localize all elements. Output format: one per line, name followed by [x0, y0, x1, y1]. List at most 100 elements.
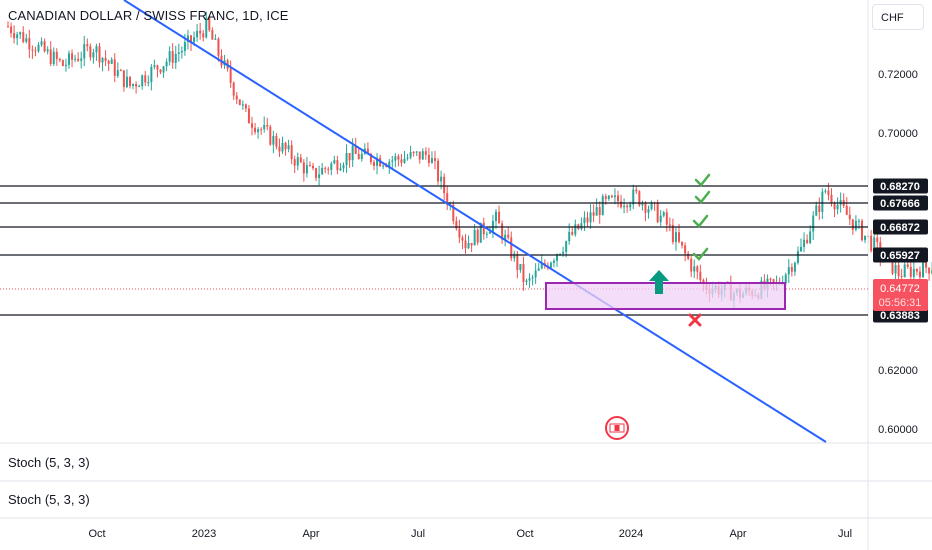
check-icon[interactable]: [694, 173, 711, 187]
candle-body: [915, 269, 918, 272]
candle-body: [251, 123, 253, 128]
candle-body: [244, 104, 247, 109]
trend-line[interactable]: [123, 0, 827, 443]
candle-body: [68, 53, 70, 65]
candle-body: [421, 151, 424, 160]
candle-body: [440, 176, 443, 182]
candlestick-series: [7, 11, 932, 310]
candle-body: [302, 162, 305, 174]
candle-body: [281, 142, 284, 152]
stoch-indicator-label-1[interactable]: Stoch (5, 3, 3): [8, 455, 90, 470]
candle-body: [211, 30, 214, 40]
candle-body: [796, 251, 799, 263]
support-zone-box[interactable]: [545, 282, 786, 310]
candle-body: [229, 68, 232, 83]
check-icon[interactable]: [692, 247, 709, 261]
candle-body: [784, 274, 787, 284]
candle-body: [537, 268, 540, 271]
level-label-bg: [873, 247, 928, 263]
candle-body: [412, 152, 415, 154]
candle-body: [467, 243, 470, 249]
candle-body: [165, 61, 168, 67]
candle-body: [232, 82, 235, 96]
candle-body: [671, 225, 674, 243]
candle-body: [604, 196, 607, 199]
candle-body: [177, 52, 180, 54]
candle-body: [278, 146, 281, 152]
candle-body: [10, 26, 13, 34]
arrow-up-icon[interactable]: [649, 270, 669, 294]
candle-body: [13, 33, 16, 39]
candle-body: [150, 67, 153, 83]
level-label-4: 0.63883: [880, 310, 920, 322]
candle-body: [238, 99, 241, 105]
candle-body: [101, 57, 104, 63]
candle-body: [556, 254, 558, 261]
candle-body: [424, 151, 427, 155]
price-tick: 0.72000: [878, 69, 918, 81]
candle-body: [891, 255, 894, 274]
candle-body: [98, 46, 101, 63]
check-icon[interactable]: [694, 190, 711, 204]
candle-body: [74, 58, 77, 60]
candle-body: [61, 60, 64, 66]
candle-body: [803, 239, 806, 247]
candle-body: [266, 124, 269, 127]
check-icon[interactable]: [692, 214, 709, 228]
candle-body: [37, 44, 40, 52]
candle-body: [909, 266, 912, 277]
candle-body: [269, 126, 272, 145]
candle-body: [690, 258, 693, 272]
time-tick: 2023: [192, 528, 216, 540]
candle-body: [235, 95, 238, 100]
candle-body: [644, 203, 647, 213]
candle-body: [824, 190, 827, 192]
bar-countdown: 05:56:31: [879, 297, 922, 309]
candle-body: [49, 49, 52, 64]
candle-body: [531, 277, 534, 279]
candle-body: [369, 153, 372, 163]
candle-body: [434, 158, 436, 161]
candle-body: [821, 191, 824, 212]
candle-body: [22, 32, 25, 42]
candle-body: [284, 142, 287, 150]
candle-body: [873, 237, 876, 251]
candle-body: [202, 33, 205, 38]
candle-body: [357, 153, 360, 160]
candle-body: [516, 253, 519, 271]
candle-body: [568, 231, 571, 242]
stoch-indicator-label-2[interactable]: Stoch (5, 3, 3): [8, 492, 90, 507]
candle-body: [40, 41, 43, 45]
candle-body: [43, 41, 46, 52]
currency-selector[interactable]: CHF: [872, 4, 924, 30]
candle-body: [470, 243, 473, 246]
candle-body: [290, 145, 293, 160]
candle-body: [854, 220, 857, 230]
candle-body: [861, 220, 863, 241]
candle-body: [257, 129, 260, 133]
candle-body: [668, 224, 671, 226]
candle-body: [147, 82, 150, 84]
candle-body: [141, 75, 144, 87]
candle-body: [336, 160, 339, 171]
candle-body: [272, 135, 275, 145]
candle-body: [787, 267, 790, 275]
candle-body: [305, 165, 308, 174]
candle-body: [687, 253, 690, 259]
candle-body: [330, 163, 333, 170]
candle-body: [190, 35, 192, 43]
candle-body: [391, 160, 394, 162]
time-tick: Apr: [302, 528, 319, 540]
candle-body: [339, 168, 342, 171]
candle-body: [153, 65, 156, 68]
candle-body: [299, 157, 302, 163]
candle-body: [89, 46, 92, 58]
level-label-bg: [873, 195, 928, 211]
cross-icon[interactable]: [688, 313, 702, 327]
time-tick: Apr: [729, 528, 746, 540]
candle-body: [345, 152, 348, 166]
candle-body: [80, 58, 83, 61]
candle-body: [592, 212, 595, 216]
candle-body: [876, 237, 879, 243]
